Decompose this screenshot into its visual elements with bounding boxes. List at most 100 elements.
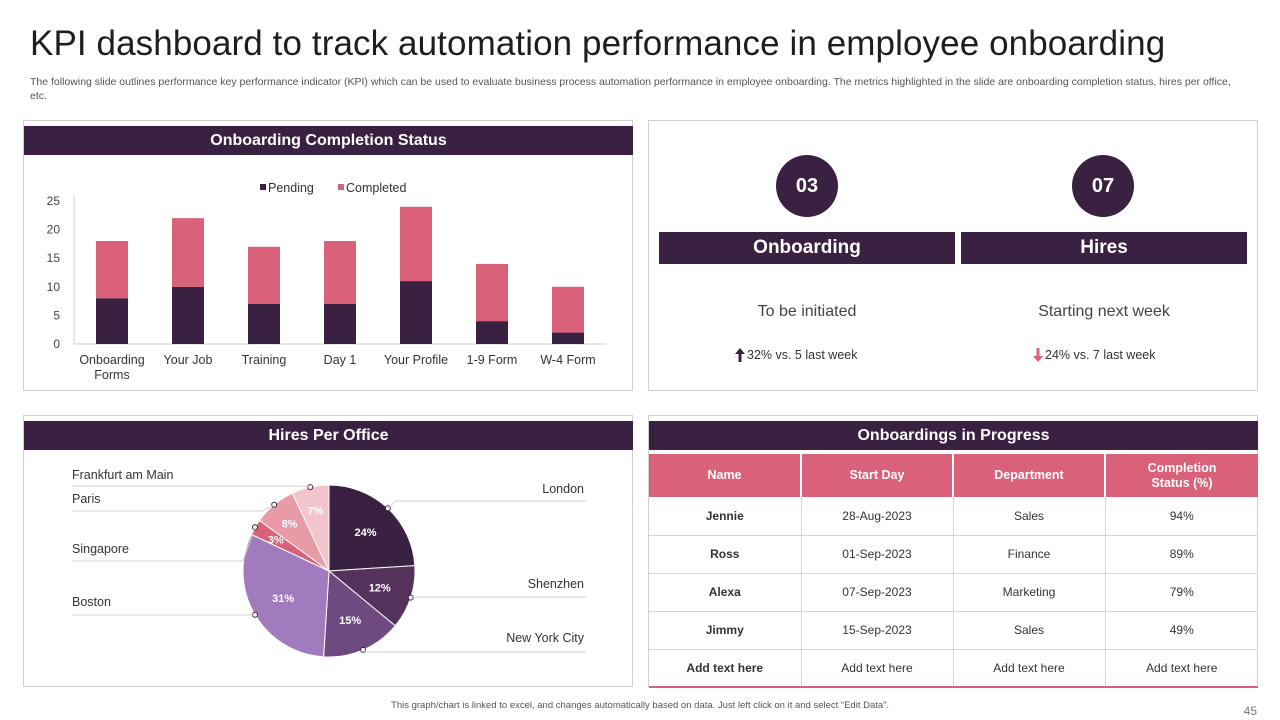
hires-per-office-header: Hires Per Office xyxy=(24,421,633,450)
cell-name: Jimmy xyxy=(649,611,802,650)
pie-category-label: Frankfurt am Main xyxy=(72,468,173,482)
y-tick-label: 10 xyxy=(47,280,61,294)
legend-label-completed: Completed xyxy=(346,181,406,195)
bar-completed-1 xyxy=(172,218,204,287)
pie-pct-label: 15% xyxy=(339,615,361,627)
page-subtitle: The following slide outlines performance… xyxy=(30,76,1231,102)
pie-category-label: Boston xyxy=(72,595,111,609)
bar-completed-6 xyxy=(552,286,584,333)
y-tick-label: 0 xyxy=(53,337,60,351)
hires-per-office-panel: Hires Per Office 24% London 12% Shenzhen 15%… xyxy=(23,415,633,687)
bar-completed-4 xyxy=(400,206,432,282)
completion-status-panel: Onboarding Completion Status 0 5 10 15 20 25 O… xyxy=(23,120,633,391)
onboarding-delta-text: 32% vs. 5 last week xyxy=(747,348,858,362)
cell-department: Finance xyxy=(953,535,1106,574)
y-tick-label: 25 xyxy=(47,194,61,208)
x-tick-label: 1-9 Form xyxy=(467,353,518,367)
legend-label-pending: Pending xyxy=(268,181,314,195)
hires-delta: 24% vs. 7 last week xyxy=(1033,348,1155,362)
pie-category-label: New York City xyxy=(506,631,585,645)
bar-completed-3 xyxy=(324,241,356,304)
x-tick-label: Your Profile xyxy=(384,353,448,367)
x-tick-label: Onboarding xyxy=(79,353,144,367)
legend-swatch-pending xyxy=(260,184,266,190)
onboarding-label-bar: Onboarding xyxy=(659,232,955,264)
hires-description: Starting next week xyxy=(1038,303,1170,320)
leader-line xyxy=(72,504,275,512)
leader-line xyxy=(362,649,586,653)
cell-start-day: 01-Sep-2023 xyxy=(801,535,954,574)
y-tick-label: 20 xyxy=(47,223,61,237)
bar-pending-6 xyxy=(552,332,584,344)
page-title: KPI dashboard to track automation perfor… xyxy=(30,24,1166,63)
onboarding-delta: 32% vs. 5 last week xyxy=(735,348,857,362)
column-header-start-day: Start Day xyxy=(801,454,954,497)
cell-department: Sales xyxy=(953,611,1106,650)
bar-completed-5 xyxy=(476,263,508,322)
cell-department: Add text here xyxy=(953,649,1106,688)
cell-name: Alexa xyxy=(649,573,802,612)
pie-pct-label: 3% xyxy=(268,534,284,546)
bar-pending-4 xyxy=(400,281,432,344)
x-tick-label: W-4 Form xyxy=(540,353,595,367)
pie-pct-label: 12% xyxy=(369,582,391,594)
bar-pending-5 xyxy=(476,321,508,344)
hires-per-office-chart: 24% London 12% Shenzhen 15% New York City 31% B… xyxy=(72,468,586,658)
leader-line xyxy=(72,485,311,488)
pie-category-label: Singapore xyxy=(72,542,129,556)
hires-delta-text: 24% vs. 7 last week xyxy=(1045,348,1156,362)
column-header-completion: Completion Status (%) xyxy=(1105,454,1258,497)
bar-pending-1 xyxy=(172,286,204,344)
table-row: Add text here Add text here Add text her… xyxy=(649,649,1258,688)
x-tick-label: Day 1 xyxy=(324,353,357,367)
bar-completed-2 xyxy=(248,246,280,304)
pie-pct-label: 7% xyxy=(308,506,324,518)
onboarding-count-badge: 03 xyxy=(776,155,838,217)
onboarding-description: To be initiated xyxy=(757,303,857,320)
hires-count-badge: 07 xyxy=(1072,155,1134,217)
pie-category-label: Shenzhen xyxy=(528,577,584,591)
cell-department: Marketing xyxy=(953,573,1106,612)
cell-completion: Add text here xyxy=(1105,649,1258,688)
legend-swatch-completed xyxy=(338,184,344,190)
x-tick-label: Training xyxy=(242,353,287,367)
page-number: 45 xyxy=(1243,704,1257,718)
x-tick-label: Forms xyxy=(94,368,129,382)
pie-category-label: London xyxy=(542,482,584,496)
cell-completion: 89% xyxy=(1105,535,1258,574)
table-row: Ross 01-Sep-2023 Finance 89% xyxy=(649,535,1258,574)
table-header-row: Name Start Day Department Completion Sta… xyxy=(649,454,1258,497)
y-tick-label: 15 xyxy=(47,251,61,265)
pie-pct-label: 24% xyxy=(354,527,376,539)
cell-start-day: 07-Sep-2023 xyxy=(801,573,954,612)
cell-start-day: 15-Sep-2023 xyxy=(801,611,954,650)
bar-pending-3 xyxy=(324,303,356,344)
completion-status-header: Onboarding Completion Status xyxy=(24,126,633,155)
cell-department: Sales xyxy=(953,497,1106,536)
bar-pending-0 xyxy=(96,298,128,344)
kpi-panel: 03 07 Onboarding Hires To be initiated S… xyxy=(648,120,1258,391)
cell-start-day: 28-Aug-2023 xyxy=(801,497,954,536)
column-header-completion-text: Completion Status (%) xyxy=(1147,460,1217,490)
leader-line xyxy=(72,527,256,562)
column-header-department: Department xyxy=(953,454,1106,497)
onboardings-table: Name Start Day Department Completion Sta… xyxy=(649,454,1258,688)
leader-line xyxy=(410,596,586,599)
y-tick-label: 5 xyxy=(53,308,60,322)
cell-completion: 49% xyxy=(1105,611,1258,650)
pie-pct-label: 8% xyxy=(282,518,298,530)
cell-name: Ross xyxy=(649,535,802,574)
table-row: Jimmy 15-Sep-2023 Sales 49% xyxy=(649,611,1258,650)
cell-name: Jennie xyxy=(649,497,802,536)
bar-completed-0 xyxy=(96,241,128,299)
footer-note: This graph/chart is linked to excel, and… xyxy=(391,700,889,711)
arrow-up-icon xyxy=(735,348,745,362)
pie-pct-label: 31% xyxy=(272,593,294,605)
pie-category-label: Paris xyxy=(72,492,100,506)
table-row: Jennie 28-Aug-2023 Sales 94% xyxy=(649,497,1258,536)
cell-completion: 94% xyxy=(1105,497,1258,536)
leader-dot xyxy=(251,524,258,531)
bar-pending-2 xyxy=(248,303,280,344)
cell-start-day: Add text here xyxy=(801,649,954,688)
